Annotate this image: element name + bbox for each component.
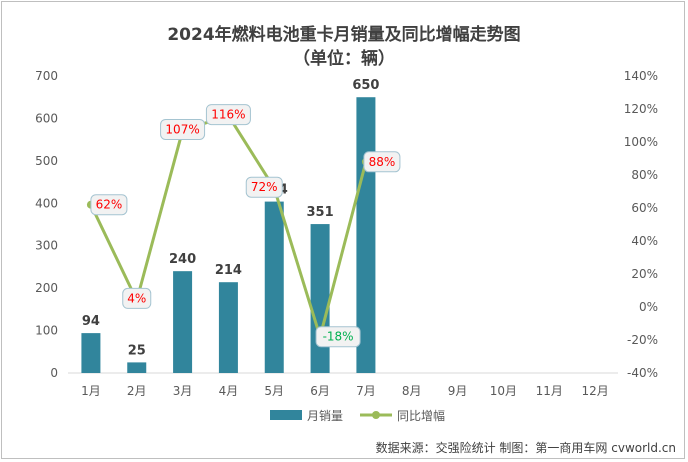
y-right-tick-label: -40% — [627, 366, 658, 380]
y-left-tick-label: 600 — [35, 111, 58, 125]
pct-value-label: 62% — [96, 198, 123, 212]
y-right-tick-label: 100% — [624, 135, 658, 149]
x-tick-label: 11月 — [536, 384, 563, 398]
chart-subtitle: （单位：辆） — [293, 48, 395, 69]
legend: 月销量 同比增幅 — [270, 408, 445, 423]
x-tick-label: 3月 — [173, 384, 193, 398]
pct-value-label: 107% — [165, 122, 199, 136]
bar — [81, 333, 101, 373]
bar — [264, 201, 284, 373]
legend-bar-swatch — [270, 410, 302, 420]
pct-callout-box — [205, 104, 251, 126]
pct-callout: 72% — [245, 176, 283, 198]
y-right-tick-label: 80% — [631, 168, 658, 182]
x-tick-label: 8月 — [402, 384, 422, 398]
bar-value-label: 94 — [82, 314, 100, 329]
bar-value-label: 214 — [215, 263, 242, 278]
y-right-tick-label: -20% — [627, 333, 658, 347]
pct-value-label: 116% — [211, 108, 245, 122]
y-left-tick-label: 400 — [35, 196, 58, 210]
bar — [127, 362, 147, 373]
bar-series — [81, 97, 376, 373]
x-tick-label: 1月 — [81, 384, 101, 398]
x-tick-label: 4月 — [219, 384, 239, 398]
pct-callout: -18% — [315, 326, 361, 348]
pct-value-label: 72% — [251, 180, 278, 194]
y-axis-left: 0 100 200 300 400 500 600 700 — [35, 69, 58, 380]
bar — [218, 282, 238, 373]
x-axis: 1月 2月 3月 4月 5月 6月 7月 8月 9月 10月 11月 12月 — [81, 384, 609, 398]
y-right-tick-label: 140% — [624, 69, 658, 83]
y-right-tick-label: 60% — [631, 201, 658, 215]
pct-callout-box — [315, 326, 361, 348]
y-right-tick-label: 120% — [624, 102, 658, 116]
pct-callout-box — [245, 176, 283, 198]
x-tick-label: 5月 — [264, 384, 284, 398]
pct-callout: 107% — [160, 118, 206, 140]
pct-callout-box — [363, 151, 401, 173]
x-tick-label: 10月 — [490, 384, 517, 398]
pct-callout-box — [90, 194, 128, 216]
source-note: 数据来源：交强险统计 制图：第一商用车网 cvworld.cn — [376, 440, 676, 455]
bar-value-label: 351 — [307, 205, 334, 220]
pct-value-label: 4% — [127, 291, 146, 305]
y-right-tick-label: 20% — [631, 267, 658, 281]
pct-callout: 62% — [90, 194, 128, 216]
x-tick-label: 12月 — [581, 384, 608, 398]
line-data-labels: 62% 4% 107% 116% 72% -18% 88% — [90, 104, 401, 348]
y-right-tick-label: 0% — [639, 300, 658, 314]
y-left-tick-label: 300 — [35, 239, 58, 253]
y-left-tick-label: 100 — [35, 324, 58, 338]
bar — [310, 224, 330, 373]
x-tick-label: 2月 — [127, 384, 147, 398]
chart-title: 2024年燃料电池重卡月销量及同比增幅走势图 — [167, 24, 520, 45]
x-tick-label: 6月 — [310, 384, 330, 398]
x-tick-label: 7月 — [356, 384, 376, 398]
legend-bar-label: 月销量 — [307, 409, 343, 423]
pct-callout: 4% — [122, 287, 152, 309]
pct-callout: 116% — [205, 104, 251, 126]
y-left-tick-label: 700 — [35, 69, 58, 83]
bar-value-label: 650 — [352, 78, 379, 93]
pct-callout-box — [160, 118, 206, 140]
pct-value-label: -18% — [323, 330, 354, 344]
pct-value-label: 88% — [369, 155, 396, 169]
y-left-tick-label: 200 — [35, 281, 58, 295]
legend-line-label: 同比增幅 — [397, 408, 445, 423]
x-tick-label: 9月 — [448, 384, 468, 398]
y-right-tick-label: 40% — [631, 234, 658, 248]
y-left-tick-label: 0 — [50, 366, 58, 380]
legend-line-marker — [372, 411, 380, 419]
pct-callout-box — [122, 287, 152, 309]
bar-value-label: 25 — [128, 343, 146, 358]
bar — [173, 271, 193, 373]
y-axis-right: -40% -20% 0% 20% 40% 60% 80% 100% 120% 140% — [624, 69, 658, 380]
bar-value-label: 240 — [169, 252, 196, 267]
y-left-tick-label: 500 — [35, 154, 58, 168]
pct-callout: 88% — [363, 151, 401, 173]
